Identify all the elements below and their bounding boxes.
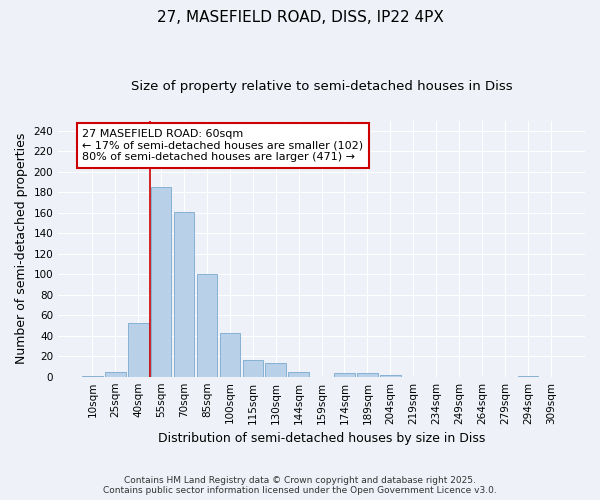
Bar [334, 372, 355, 376]
Bar [220, 332, 240, 376]
Bar [380, 374, 401, 376]
Bar [242, 360, 263, 376]
Y-axis label: Number of semi-detached properties: Number of semi-detached properties [15, 133, 28, 364]
Bar [151, 187, 172, 376]
Bar [289, 372, 309, 376]
Text: 27, MASEFIELD ROAD, DISS, IP22 4PX: 27, MASEFIELD ROAD, DISS, IP22 4PX [157, 10, 443, 25]
Text: 27 MASEFIELD ROAD: 60sqm
← 17% of semi-detached houses are smaller (102)
80% of : 27 MASEFIELD ROAD: 60sqm ← 17% of semi-d… [82, 129, 363, 162]
Bar [197, 274, 217, 376]
Bar [265, 364, 286, 376]
Bar [174, 212, 194, 376]
Bar [357, 372, 378, 376]
Text: Contains HM Land Registry data © Crown copyright and database right 2025.
Contai: Contains HM Land Registry data © Crown c… [103, 476, 497, 495]
Title: Size of property relative to semi-detached houses in Diss: Size of property relative to semi-detach… [131, 80, 512, 93]
Bar [128, 324, 149, 376]
Bar [105, 372, 125, 376]
X-axis label: Distribution of semi-detached houses by size in Diss: Distribution of semi-detached houses by … [158, 432, 485, 445]
